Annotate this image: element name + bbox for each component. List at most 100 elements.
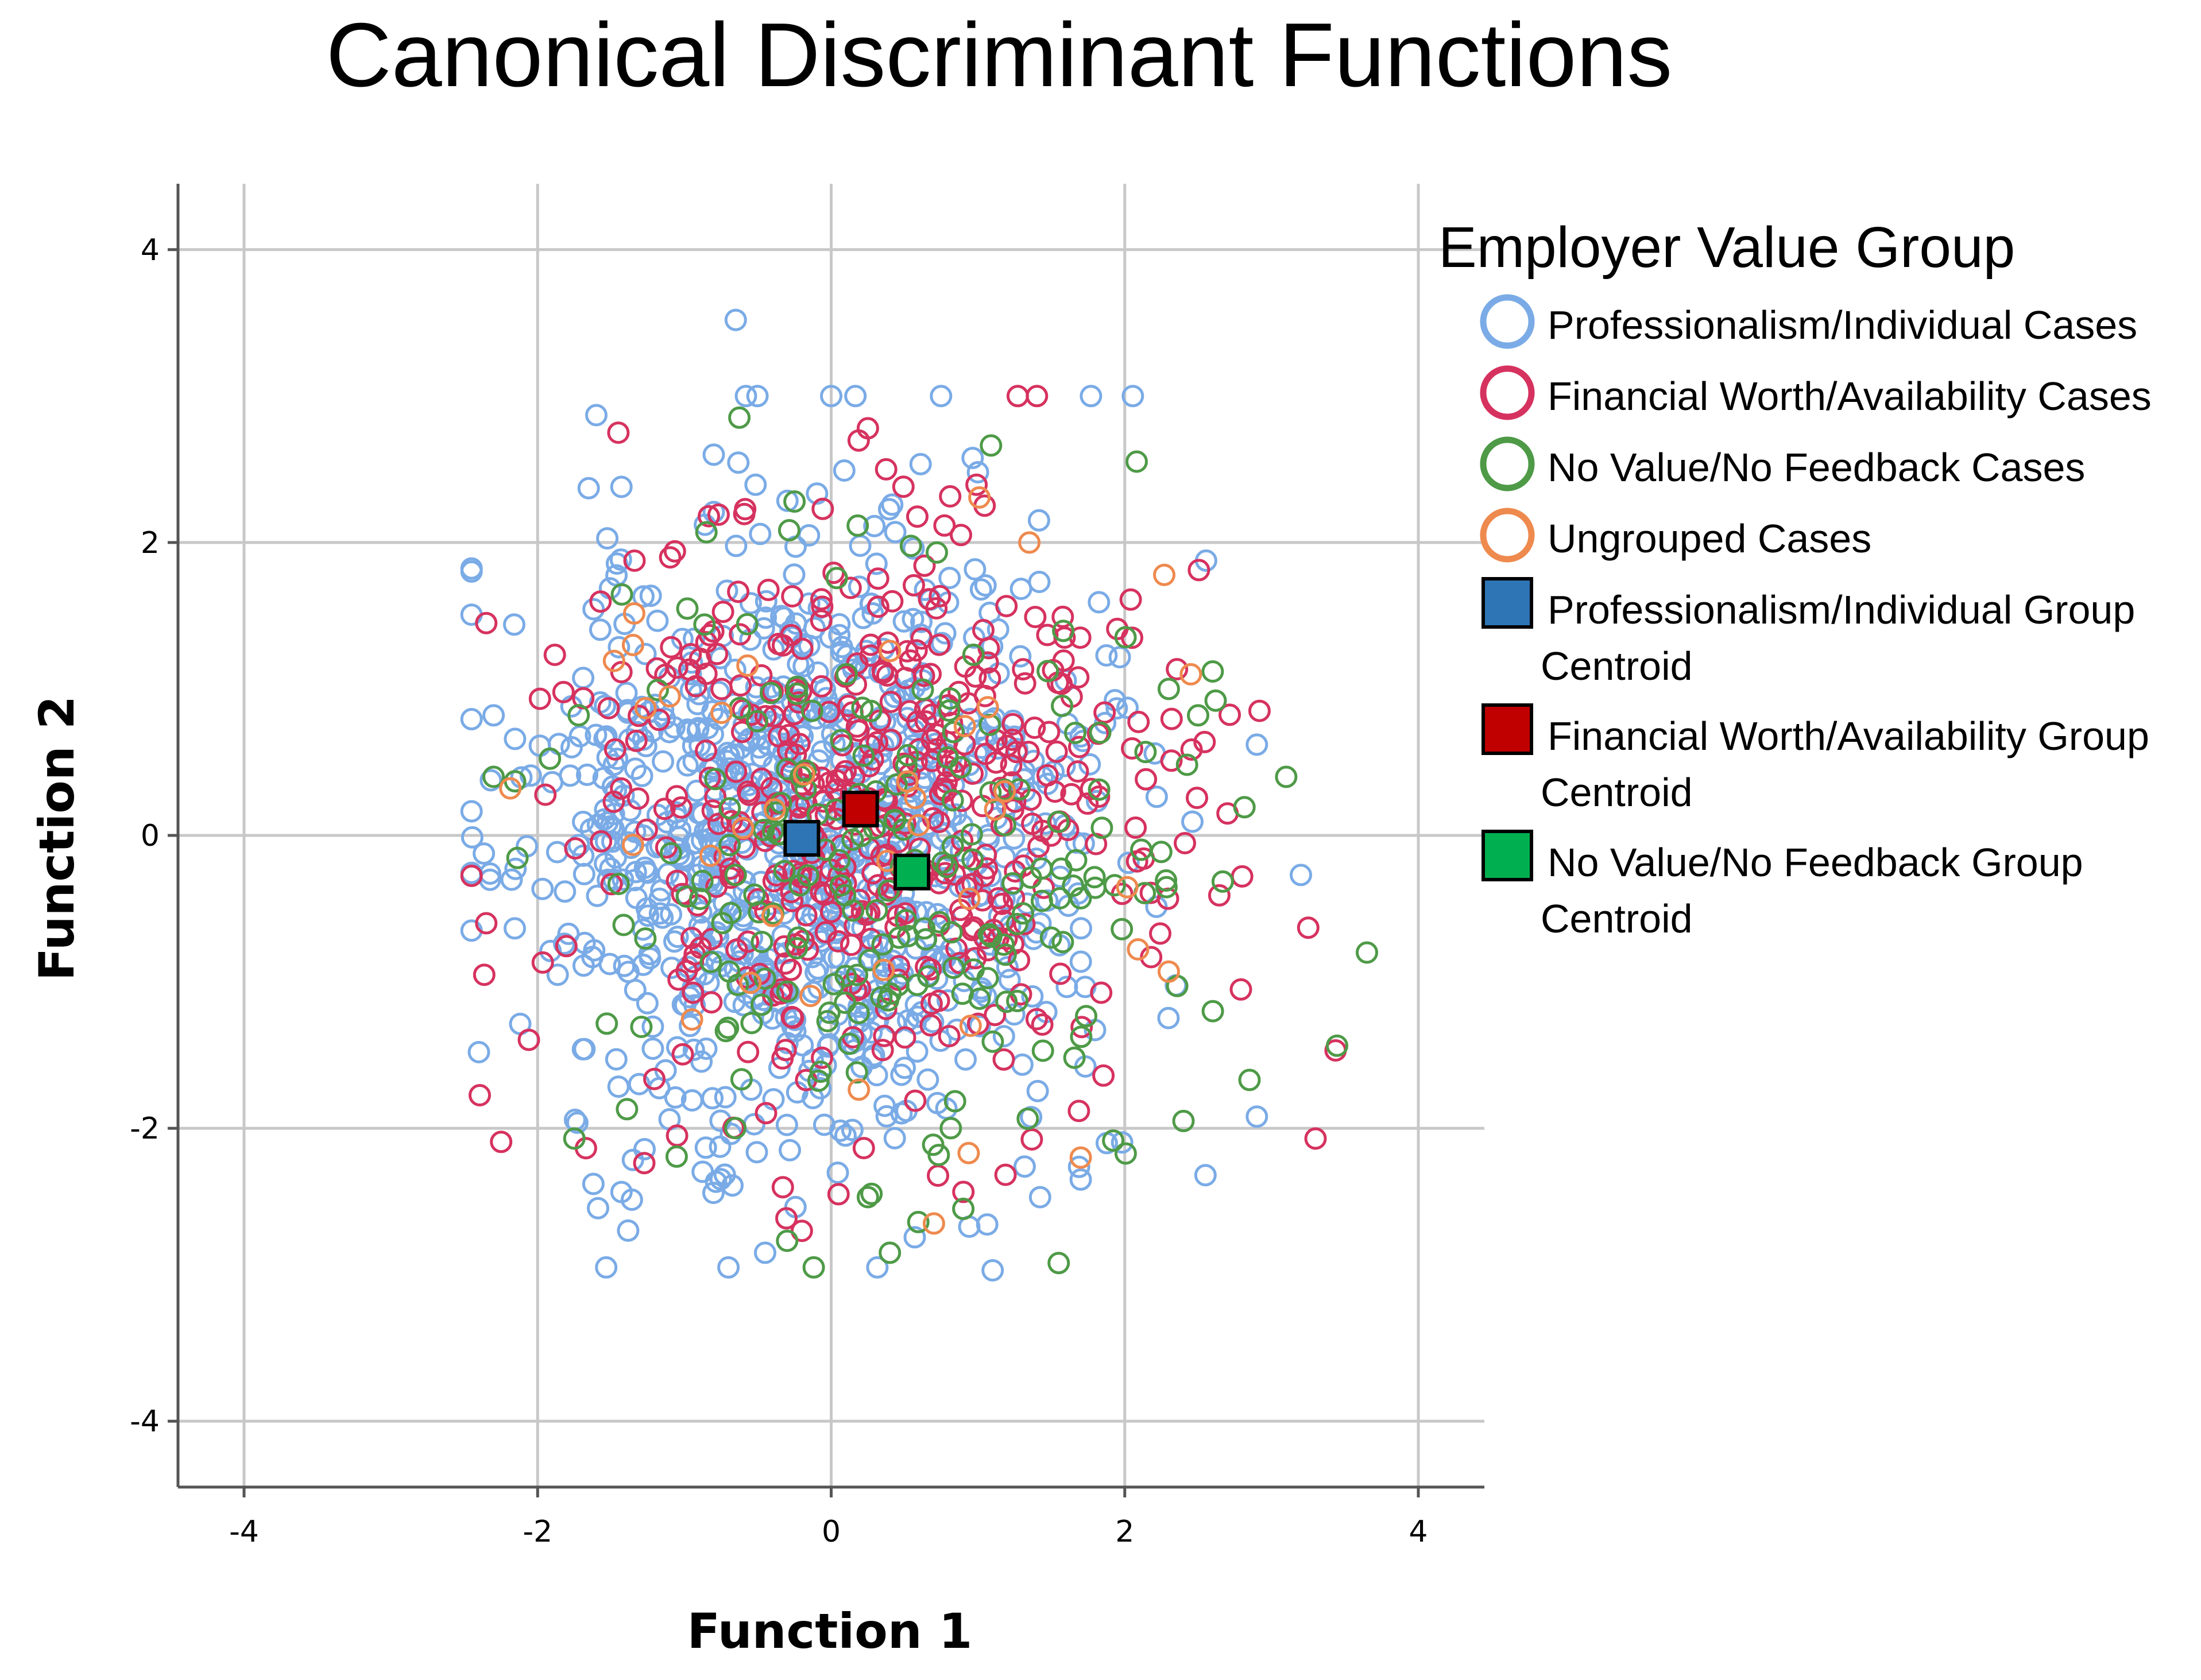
scatter-point	[811, 497, 834, 520]
scatter-point	[942, 721, 965, 744]
scatter-point	[1117, 851, 1140, 874]
scatter-point	[1013, 913, 1036, 936]
scatter-point	[683, 628, 705, 651]
scatter-point	[469, 1084, 491, 1106]
scatter-point	[828, 624, 851, 647]
scatter-point	[906, 710, 929, 733]
scatter-point	[858, 755, 881, 778]
scatter-point	[964, 558, 987, 581]
scatter-point	[1018, 531, 1041, 554]
scatter-point	[610, 583, 633, 606]
scatter-point	[777, 519, 800, 541]
legend-label: Centroid	[1541, 770, 1693, 815]
scatter-point	[1089, 721, 1112, 744]
scatter-point	[460, 708, 483, 730]
scatter-point	[786, 682, 809, 705]
scatter-point	[761, 680, 784, 703]
y-tick-label: 2	[141, 526, 160, 560]
scatter-point	[504, 857, 527, 880]
scatter-point	[892, 475, 915, 498]
scatter-point	[909, 452, 932, 475]
scatter-point	[552, 680, 575, 703]
scatter-point	[1155, 876, 1178, 899]
legend-label: Centroid	[1541, 896, 1693, 941]
scatter-point	[1051, 605, 1074, 628]
scatter-point	[834, 884, 857, 907]
scatter-point	[803, 617, 826, 640]
scatter-point	[666, 1124, 688, 1147]
scatter-point	[543, 644, 566, 666]
scatter-point	[860, 699, 883, 722]
scatter-point	[903, 1226, 926, 1249]
scatter-point	[682, 950, 705, 973]
scatter-point	[938, 567, 961, 590]
y-tick-label: 0	[141, 819, 160, 853]
scatter-point	[954, 1048, 977, 1071]
scatter-point	[922, 1212, 945, 1235]
scatter-point	[709, 1135, 732, 1158]
scatter-point	[806, 482, 829, 505]
scatter-point	[884, 521, 907, 544]
scatter-point	[975, 726, 998, 749]
scatter-point	[676, 718, 699, 741]
scatter-point	[757, 578, 780, 601]
scatter-point	[951, 982, 974, 1005]
scatter-point	[994, 1163, 1017, 1186]
scatter-point	[707, 503, 730, 526]
scatter-point	[820, 385, 842, 408]
scatter-point	[605, 846, 627, 869]
scatter-point	[596, 527, 619, 550]
scatter-point	[1070, 1016, 1093, 1039]
scatter-point	[736, 613, 759, 636]
scatter-point	[809, 1060, 832, 1083]
scatter-point	[1175, 753, 1198, 776]
y-tick-label: 4	[141, 233, 160, 268]
scatter-point	[913, 917, 936, 940]
scatter-point	[1304, 1127, 1327, 1150]
scatter-point	[798, 524, 821, 547]
scatter-point	[1038, 721, 1061, 744]
scatter-point	[916, 1068, 939, 1091]
scatter-point	[666, 869, 688, 892]
scatter-point	[761, 904, 784, 927]
scatter-point	[1233, 796, 1256, 819]
scatter-point	[786, 675, 809, 698]
scatter-point	[1238, 1069, 1261, 1091]
scatter-point	[845, 1061, 868, 1084]
scatter-point	[835, 663, 858, 686]
scatter-point	[546, 963, 569, 986]
scatter-point	[719, 901, 742, 924]
scatter-point	[1036, 624, 1059, 647]
scatter-point	[841, 828, 864, 851]
scatter-point	[1016, 1108, 1039, 1130]
scatter-point	[1080, 777, 1103, 800]
scatter-point	[1051, 931, 1074, 954]
scatter-point	[776, 489, 799, 512]
scatter-point	[734, 498, 757, 521]
scatter-point	[892, 610, 915, 633]
scatter-point	[621, 633, 644, 656]
scatter-point	[563, 1127, 586, 1150]
scatter-point	[1356, 941, 1378, 964]
scatter-point	[926, 541, 948, 564]
scatter-point	[977, 923, 1000, 946]
scatter-point	[531, 877, 554, 900]
scatter-point	[601, 775, 624, 798]
scatter-point	[865, 899, 888, 922]
scatter-point	[725, 760, 748, 783]
scatter-point	[830, 834, 853, 857]
centroid-marker-2	[893, 853, 931, 891]
scatter-point	[632, 585, 655, 608]
scatter-point	[907, 1210, 930, 1233]
scatter-point	[597, 868, 620, 891]
scatter-point	[826, 1162, 849, 1184]
scatter-point	[634, 927, 657, 950]
scatter-point	[660, 636, 683, 659]
x-tick-label: 0	[822, 1515, 841, 1549]
scatter-point	[883, 1127, 906, 1149]
scatter-point	[1066, 760, 1089, 783]
legend-label: No Value/No Feedback Group	[1548, 840, 2083, 885]
x-axis-label: Function 1	[687, 1603, 973, 1659]
scatter-point	[1045, 740, 1068, 763]
